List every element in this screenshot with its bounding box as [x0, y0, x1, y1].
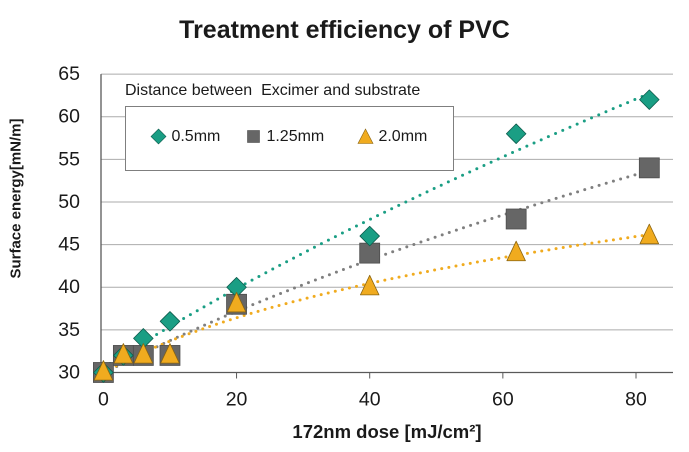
svg-text:65: 65	[58, 63, 80, 85]
svg-text:60: 60	[492, 389, 514, 411]
svg-text:55: 55	[58, 148, 80, 170]
svg-text:45: 45	[58, 234, 80, 256]
svg-text:0: 0	[98, 389, 109, 411]
svg-text:35: 35	[58, 319, 80, 341]
svg-text:60: 60	[58, 106, 80, 128]
svg-text:80: 80	[625, 389, 647, 411]
svg-text:40: 40	[359, 389, 381, 411]
svg-text:20: 20	[226, 389, 248, 411]
svg-text:50: 50	[58, 191, 80, 213]
svg-text:30: 30	[58, 362, 80, 384]
svg-text:40: 40	[58, 276, 80, 298]
